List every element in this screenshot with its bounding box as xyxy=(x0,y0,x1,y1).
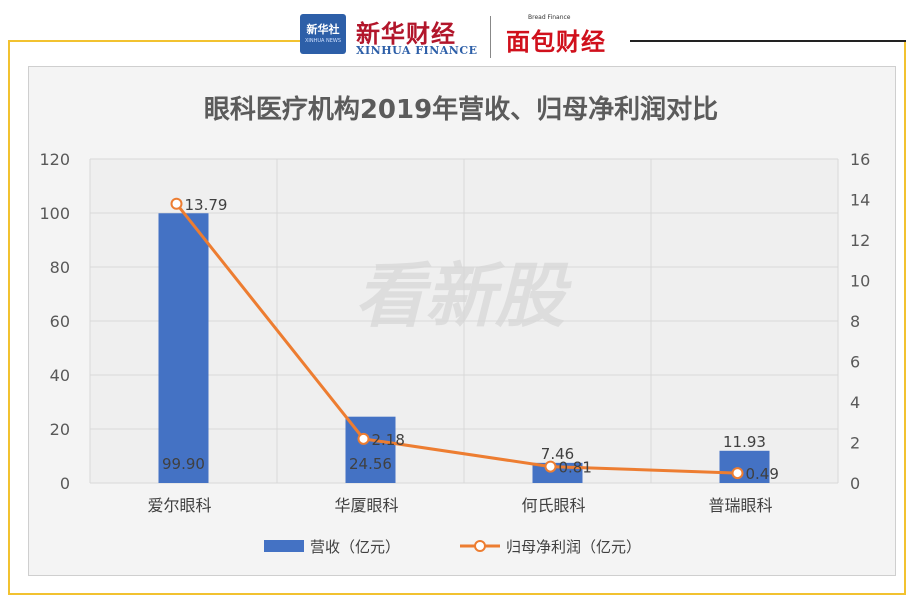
line-point xyxy=(544,460,557,473)
bar xyxy=(719,450,770,483)
bar-data-label: 24.56 xyxy=(349,455,392,473)
legend-label-revenue: 营收（亿元） xyxy=(310,538,400,556)
frame-top-line-yellow xyxy=(8,40,300,42)
x-category-label: 普瑞眼科 xyxy=(708,496,772,515)
line-data-label: 2.18 xyxy=(372,431,405,449)
bread-finance-logo-cn: 面包财经 xyxy=(506,28,606,56)
y-left-tick-label: 100 xyxy=(39,204,70,223)
legend: 营收（亿元） 归母净利润（亿元） xyxy=(264,538,641,556)
y-right-tick-label: 14 xyxy=(850,191,870,210)
xinhua-news-logo: 新华社 XINHUA NEWS xyxy=(300,14,346,54)
bread-finance-logo-en: Bread Finance xyxy=(528,14,571,21)
y-left-tick-label: 20 xyxy=(50,420,70,439)
y-left-tick-label: 40 xyxy=(50,366,70,385)
xinhua-news-logo-text: 新华社 xyxy=(306,23,340,36)
legend-swatch-revenue xyxy=(264,540,304,552)
y-right-tick-label: 10 xyxy=(850,272,870,291)
y-right-tick-label: 6 xyxy=(850,353,860,372)
y-left-tick-label: 80 xyxy=(50,258,70,277)
x-category-label: 华厦眼科 xyxy=(334,496,398,515)
legend-swatch-profit-marker xyxy=(474,540,486,552)
line-point xyxy=(170,197,183,210)
y-right-tick-label: 16 xyxy=(850,150,870,169)
bar-data-label: 99.90 xyxy=(162,455,205,473)
y-right-tick-label: 2 xyxy=(850,434,860,453)
xinhua-finance-logo-en: XINHUA FINANCE xyxy=(356,44,478,57)
bar xyxy=(158,213,209,483)
y-right-tick-label: 12 xyxy=(850,231,870,250)
watermark: 看新股 xyxy=(355,255,572,337)
data-labels: 99.90 24.56 7.46 11.93 13.79 2.18 0.81 0.49 xyxy=(162,196,779,483)
y-right-tick-label: 8 xyxy=(850,312,860,331)
y-right-tick-label: 4 xyxy=(850,393,860,412)
x-category-label: 何氏眼科 xyxy=(521,496,585,515)
line-data-label: 13.79 xyxy=(185,196,228,214)
y-right-tick-label: 0 xyxy=(850,474,860,493)
y-left-tick-label: 120 xyxy=(39,150,70,169)
brand-header: 新华社 XINHUA NEWS 新华财经 XINHUA FINANCE Brea… xyxy=(300,10,630,60)
y-left-tick-label: 0 xyxy=(60,474,70,493)
bar-data-label: 11.93 xyxy=(723,433,766,451)
line-point xyxy=(731,467,744,480)
profit-line xyxy=(175,202,738,475)
x-category-label: 爱尔眼科 xyxy=(147,496,211,515)
chart-title: 眼科医疗机构2019年营收、归母净利润对比 xyxy=(204,94,718,125)
frame-top-line-black xyxy=(630,40,906,42)
bar-data-label: 7.46 xyxy=(541,445,574,463)
header-divider xyxy=(490,16,491,58)
line-data-label: 0.81 xyxy=(559,459,592,477)
category-labels: 爱尔眼科 华厦眼科 何氏眼科 普瑞眼科 xyxy=(147,496,772,515)
xinhua-news-logo-sub: XINHUA NEWS xyxy=(304,38,342,44)
xinhua-finance-logo-cn: 新华财经 xyxy=(356,19,456,48)
legend-label-profit: 归母净利润（亿元） xyxy=(506,538,641,556)
outer-frame xyxy=(8,40,906,595)
line-data-label: 0.49 xyxy=(746,465,779,483)
line-series xyxy=(170,197,744,480)
line-point xyxy=(357,432,370,445)
gridlines xyxy=(89,158,839,484)
axis-ticks: 0 20 40 60 80 100 120 0 2 4 6 8 10 12 14 16 xyxy=(39,150,870,493)
y-left-tick-label: 60 xyxy=(50,312,70,331)
